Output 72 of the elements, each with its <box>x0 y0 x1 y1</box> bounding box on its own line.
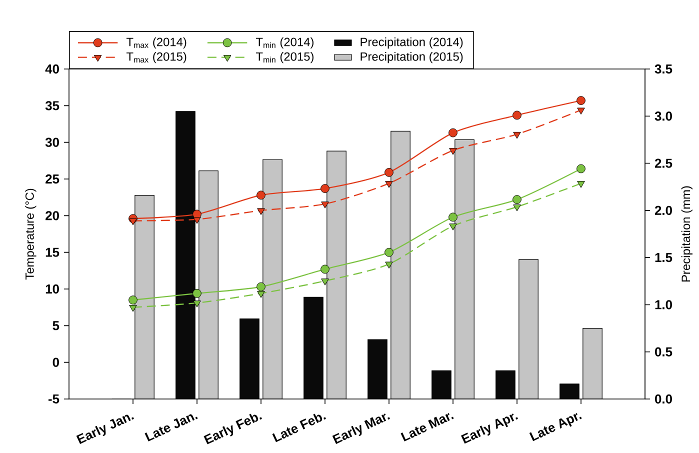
point <box>576 164 586 174</box>
point <box>448 212 458 222</box>
x-tick-label: Late Mar. <box>400 413 454 442</box>
y-tick-label: 25 <box>46 174 60 184</box>
point <box>128 296 138 304</box>
point <box>576 96 586 105</box>
bar <box>582 328 602 399</box>
point <box>384 248 394 257</box>
y-tick-label: -5 <box>48 394 60 404</box>
point <box>257 208 265 215</box>
y-tick-label: 40 <box>45 64 59 74</box>
y-tick-label: 35 <box>45 101 60 110</box>
point <box>321 278 329 286</box>
point <box>449 224 457 230</box>
bar <box>390 131 410 399</box>
legend-label: T$_{min}$ (2014) <box>256 37 314 49</box>
point <box>385 181 393 188</box>
point <box>512 110 522 120</box>
x-tick-label: Early Jan. <box>76 414 134 444</box>
point <box>449 148 457 155</box>
point <box>193 300 201 308</box>
x-tick-label: Early Mar. <box>332 414 390 444</box>
x-tick-label: Late Jan. <box>144 414 198 442</box>
point <box>512 195 522 204</box>
y2-tick-label: 3.5 <box>654 64 672 74</box>
y-tick-label: 30 <box>45 138 59 147</box>
point <box>192 288 202 298</box>
y2-tick-label: 0.5 <box>655 347 672 356</box>
point <box>320 184 330 193</box>
point <box>320 264 330 274</box>
legend-label: Precipitation (2015) <box>360 52 463 64</box>
bar <box>326 151 346 399</box>
bar <box>134 195 154 399</box>
point <box>129 304 137 312</box>
bar <box>262 160 282 399</box>
x-tick-label: Late Apr. <box>529 413 582 442</box>
y2-tick-label: 0.0 <box>655 394 672 404</box>
y-tick-label: 20 <box>46 211 59 220</box>
point <box>577 108 585 115</box>
y2-tick-label: 2.0 <box>654 206 672 216</box>
y-tick-label: 0 <box>52 358 59 367</box>
point <box>256 282 266 292</box>
point <box>513 132 521 139</box>
y2-tick-label: 1.5 <box>655 253 672 262</box>
y-tick-label: 15 <box>46 248 60 257</box>
y-tick-label: 10 <box>46 284 59 294</box>
point <box>513 204 521 212</box>
bar <box>454 140 474 399</box>
bar <box>198 170 218 399</box>
x-tick-label: Early Apr. <box>460 414 518 444</box>
legend-label: Precipitation (2014) <box>360 37 463 49</box>
legend-label: T$_{min}$ (2015) <box>256 52 314 64</box>
y2-tick-label: 2.5 <box>654 158 672 168</box>
x-tick-label: Late Feb. <box>272 414 326 442</box>
y2-tick-label: 3.0 <box>654 112 672 121</box>
legend-label: T$_{max}$ (2015) <box>126 52 186 64</box>
point <box>193 216 201 224</box>
point <box>384 168 394 177</box>
point <box>577 181 585 188</box>
x-tick-label: Early Feb. <box>204 414 262 444</box>
point <box>321 202 329 208</box>
point <box>385 262 393 269</box>
y2-tick-label: 1.0 <box>655 300 672 310</box>
legend-label: T$_{max}$ (2014) <box>126 37 186 49</box>
point <box>129 218 137 226</box>
y2-axis-title: Precipitation (mm) <box>681 186 692 282</box>
point <box>256 190 266 200</box>
point <box>257 291 265 298</box>
point <box>448 128 458 138</box>
y-tick-label: 5 <box>52 321 60 330</box>
bar <box>518 259 538 399</box>
y-axis-title: Temperature (°C) <box>25 188 36 280</box>
